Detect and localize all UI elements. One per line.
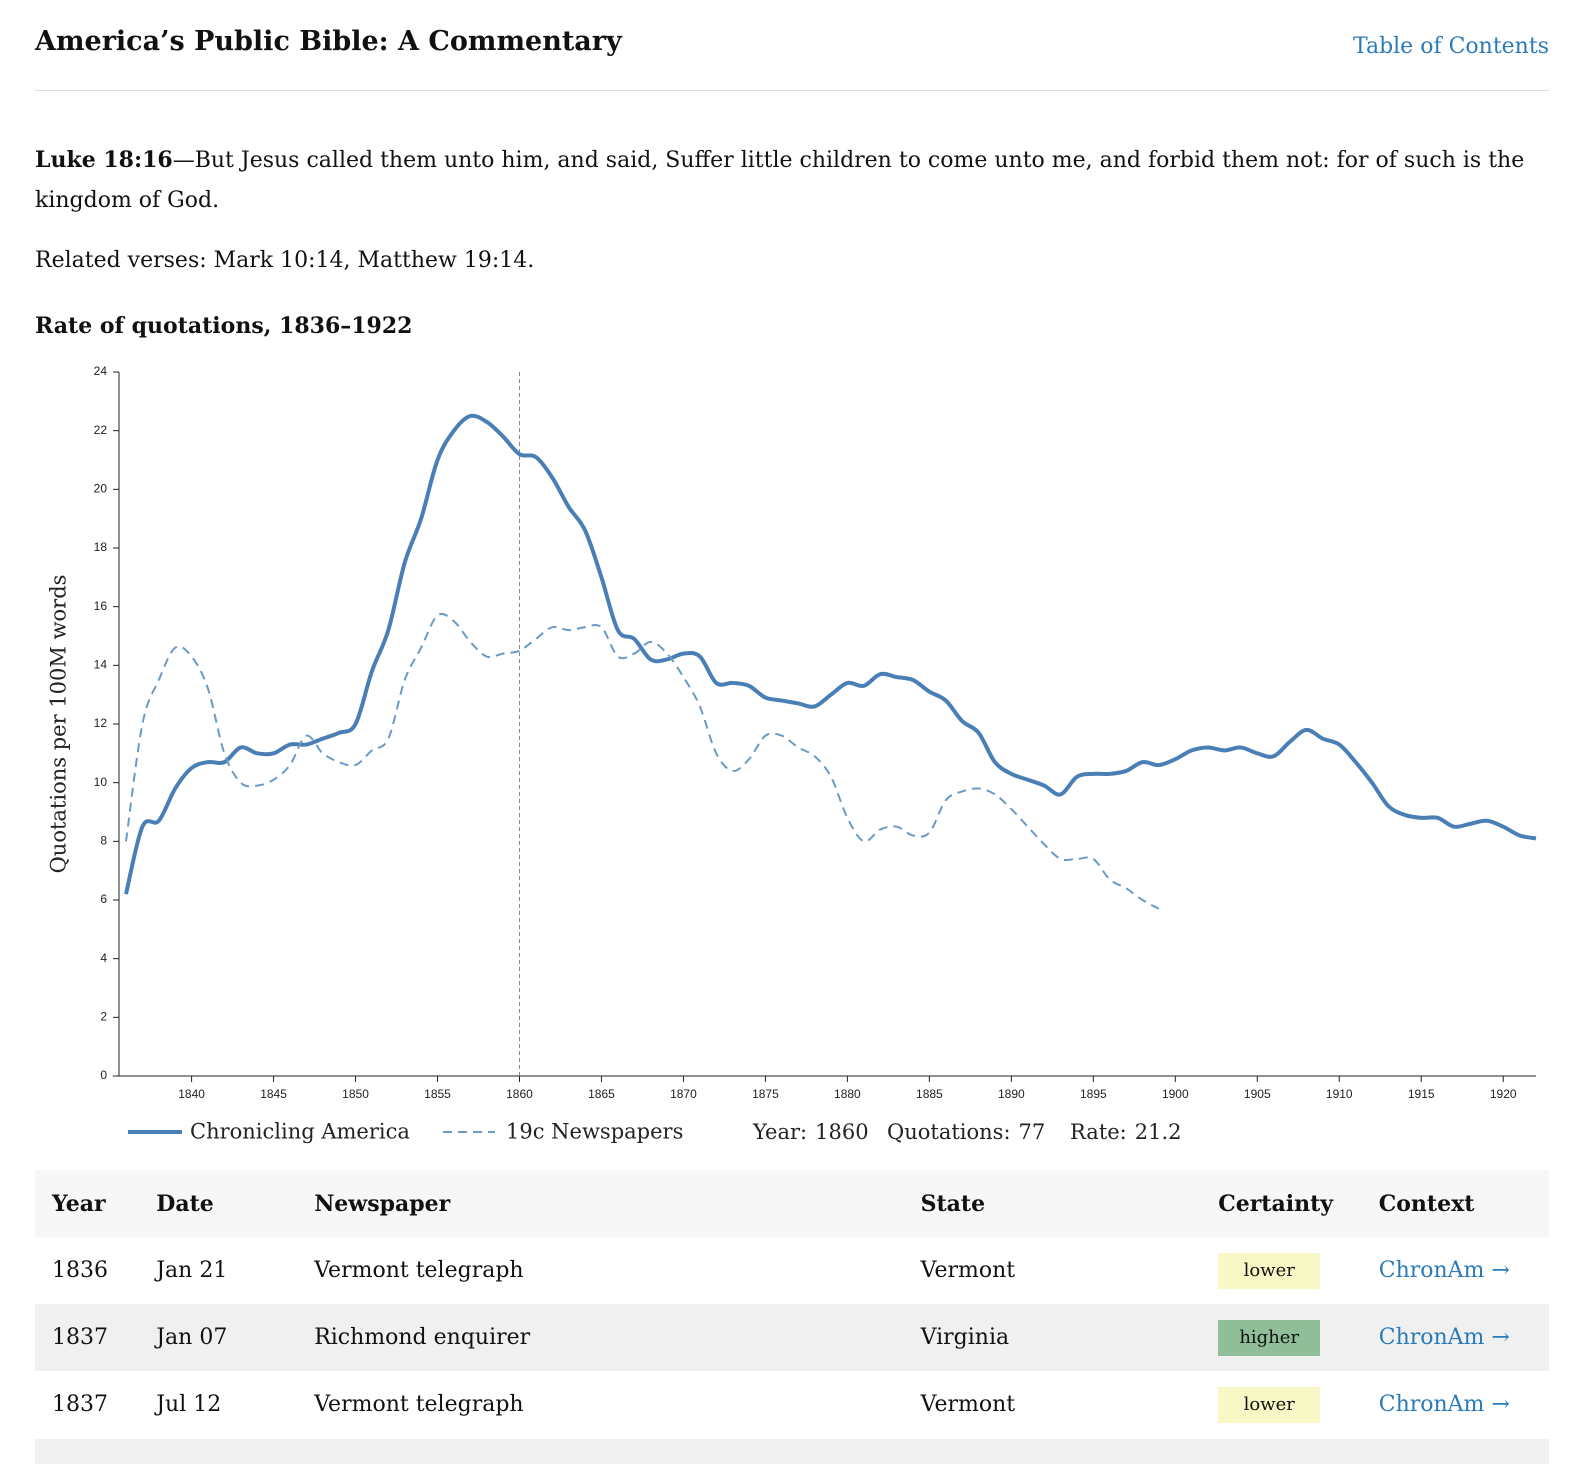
- table-cell: Vermont: [920, 1258, 1016, 1283]
- y-tick-label: 18: [94, 540, 108, 554]
- table-row-partial: [35, 1439, 1549, 1464]
- column-header: Certainty: [1201, 1170, 1362, 1237]
- divider: [35, 90, 1549, 91]
- context-link[interactable]: ChronAm →: [1378, 1392, 1510, 1417]
- table-cell: Richmond enquirer: [297, 1304, 904, 1371]
- context-link[interactable]: ChronAm →: [1378, 1258, 1510, 1283]
- table-cell: Jan 21: [156, 1258, 228, 1283]
- table-header: Year Date Newspaper State Certainty Context: [35, 1170, 1549, 1237]
- y-tick-label: 14: [94, 658, 108, 672]
- readout-year: Year: 1860: [752, 1120, 869, 1144]
- table-cell: Virginia: [903, 1304, 1202, 1371]
- x-tick-label: 1860: [506, 1087, 533, 1101]
- table-row: 1837 Jul 12 Vermont telegraph Vermont lower C…: [35, 1371, 1549, 1438]
- x-tick-label: 1855: [424, 1087, 451, 1101]
- x-tick-label: 1900: [1162, 1087, 1189, 1101]
- verse-reference: Luke 18:16: [35, 147, 173, 173]
- certainty-badge: higher: [1218, 1319, 1321, 1356]
- table-body: 1836 Jan 21 Vermont telegraph Vermont lower C…: [35, 1237, 1549, 1438]
- x-tick-label: 1865: [588, 1087, 615, 1101]
- x-tick-label: 1915: [1408, 1087, 1435, 1101]
- context-link[interactable]: ChronAm →: [1378, 1325, 1510, 1350]
- quotations-table: Year Date Newspaper State Certainty Context 18…: [35, 1170, 1549, 1438]
- context-cell: ChronAm →: [1361, 1304, 1549, 1371]
- table-cell: Jul 12: [156, 1392, 222, 1417]
- x-tick-label: 1910: [1326, 1087, 1353, 1101]
- y-tick-label: 20: [94, 482, 108, 496]
- table-row: 1837 Jan 07 Richmond enquirer Virginia highe…: [35, 1304, 1549, 1371]
- y-tick-label: 4: [100, 951, 107, 965]
- x-tick-label: 1890: [998, 1087, 1025, 1101]
- table-cell: 1837: [35, 1304, 140, 1371]
- certainty-badge: lower: [1218, 1252, 1321, 1289]
- x-tick-label: 1880: [834, 1087, 861, 1101]
- context-cell: ChronAm →: [1362, 1371, 1549, 1438]
- certainty-cell: higher: [1201, 1304, 1362, 1371]
- column-header: Year: [35, 1170, 140, 1237]
- y-tick-label: 16: [94, 599, 108, 613]
- readout-rate: Rate: 21.2: [1070, 1120, 1182, 1144]
- column-header: Context: [1361, 1170, 1549, 1237]
- readout-label: Year:: [752, 1120, 807, 1144]
- verse: Luke 18:16—But Jesus called them unto hi…: [35, 140, 1549, 221]
- series-line: [124, 413, 1537, 895]
- x-tick-label: 1840: [178, 1087, 205, 1101]
- related-verses: Related verses: Mark 10:14, Matthew 19:1…: [35, 248, 535, 273]
- y-tick-label: 2: [100, 1010, 107, 1024]
- x-tick-label: 1895: [1080, 1087, 1107, 1101]
- x-tick-label: 1870: [670, 1087, 697, 1101]
- table-cell: Vermont: [920, 1392, 1016, 1417]
- column-header: Date: [139, 1170, 298, 1237]
- y-tick-label: 8: [100, 834, 107, 848]
- context-cell: ChronAm →: [1362, 1237, 1549, 1304]
- x-tick-label: 1920: [1490, 1087, 1517, 1101]
- certainty-badge: lower: [1218, 1386, 1321, 1423]
- site-title: America’s Public Bible: A Commentary: [35, 26, 622, 57]
- legend-label: 19c Newspapers: [506, 1120, 683, 1144]
- table-cell: Vermont telegraph: [314, 1258, 524, 1283]
- readout-value: 77: [1019, 1120, 1046, 1144]
- x-tick-label: 1885: [916, 1087, 943, 1101]
- x-tick-label: 1905: [1244, 1087, 1271, 1101]
- toc-link[interactable]: Table of Contents: [1352, 34, 1549, 59]
- y-tick-label: 6: [100, 892, 107, 906]
- chart-title: Rate of quotations, 1836–1922: [35, 313, 413, 339]
- readout-label: Quotations:: [887, 1120, 1011, 1144]
- y-axis-label: Quotations per 100M words: [47, 575, 71, 874]
- x-tick-label: 1875: [752, 1087, 779, 1101]
- table-cell: Jan 07: [139, 1304, 298, 1371]
- readout-label: Rate:: [1070, 1120, 1127, 1144]
- y-tick-label: 24: [94, 364, 108, 378]
- column-header: State: [903, 1170, 1202, 1237]
- readout-quotations: Quotations: 77: [887, 1120, 1045, 1144]
- verse-text: —But Jesus called them unto him, and sai…: [35, 148, 1525, 213]
- y-tick-label: 0: [100, 1068, 107, 1082]
- y-tick-label: 12: [94, 716, 108, 730]
- table-cell: 1836: [52, 1258, 108, 1283]
- y-tick-label: 10: [94, 775, 108, 789]
- y-tick-label: 22: [94, 423, 108, 437]
- column-header: Newspaper: [297, 1170, 904, 1237]
- readout-value: 21.2: [1135, 1120, 1182, 1144]
- table-cell: Vermont telegraph: [314, 1392, 524, 1417]
- certainty-cell: lower: [1201, 1371, 1362, 1438]
- series-line: [125, 612, 1160, 910]
- legend-label: Chronicling America: [190, 1120, 410, 1144]
- table-cell: 1837: [52, 1392, 108, 1417]
- certainty-cell: lower: [1201, 1237, 1362, 1304]
- x-tick-label: 1850: [342, 1087, 369, 1101]
- readout-value: 1860: [815, 1120, 868, 1144]
- table-row: 1836 Jan 21 Vermont telegraph Vermont lower C…: [35, 1237, 1549, 1304]
- x-tick-label: 1845: [260, 1087, 287, 1101]
